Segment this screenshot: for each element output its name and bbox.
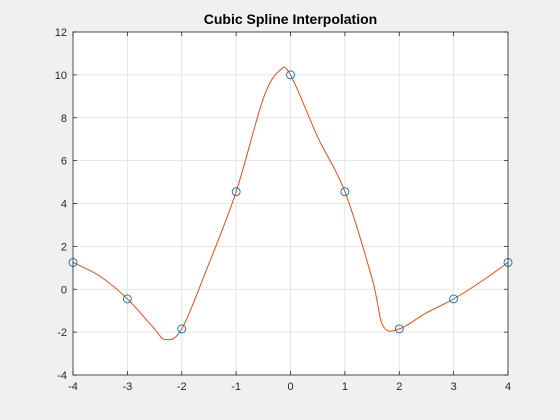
chart-title: Cubic Spline Interpolation	[204, 11, 377, 27]
x-tick-label: 3	[451, 381, 457, 393]
x-tick-label: -2	[177, 381, 187, 393]
y-tick-label: 10	[55, 70, 67, 82]
y-tick-label: -2	[57, 327, 67, 339]
x-tick-label: 0	[287, 381, 293, 393]
data-point-marker	[340, 187, 350, 197]
x-tick-label: 1	[342, 381, 348, 393]
grid-lines	[72, 31, 509, 376]
y-tick-label: 4	[61, 199, 67, 211]
x-tick-label: 2	[396, 381, 402, 393]
x-tick-label: -1	[231, 381, 241, 393]
y-tick-label: 8	[61, 113, 67, 125]
y-tick-label: 12	[55, 27, 67, 39]
data-point-marker	[449, 294, 459, 304]
x-tick-label: -4	[68, 381, 78, 393]
x-tick-label: 4	[505, 381, 511, 393]
spline-curve	[72, 66, 509, 341]
y-tick-label: -4	[57, 370, 67, 382]
data-point-marker	[122, 294, 132, 304]
y-tick-label: 6	[61, 156, 67, 168]
data-point-marker	[286, 70, 295, 80]
data-point-marker	[231, 187, 241, 197]
y-tick-label: 0	[61, 284, 67, 296]
data-point-marker	[177, 324, 187, 334]
x-tick-label: -3	[122, 381, 132, 393]
y-tick-label: 2	[61, 241, 67, 253]
data-point-marker	[394, 324, 404, 334]
